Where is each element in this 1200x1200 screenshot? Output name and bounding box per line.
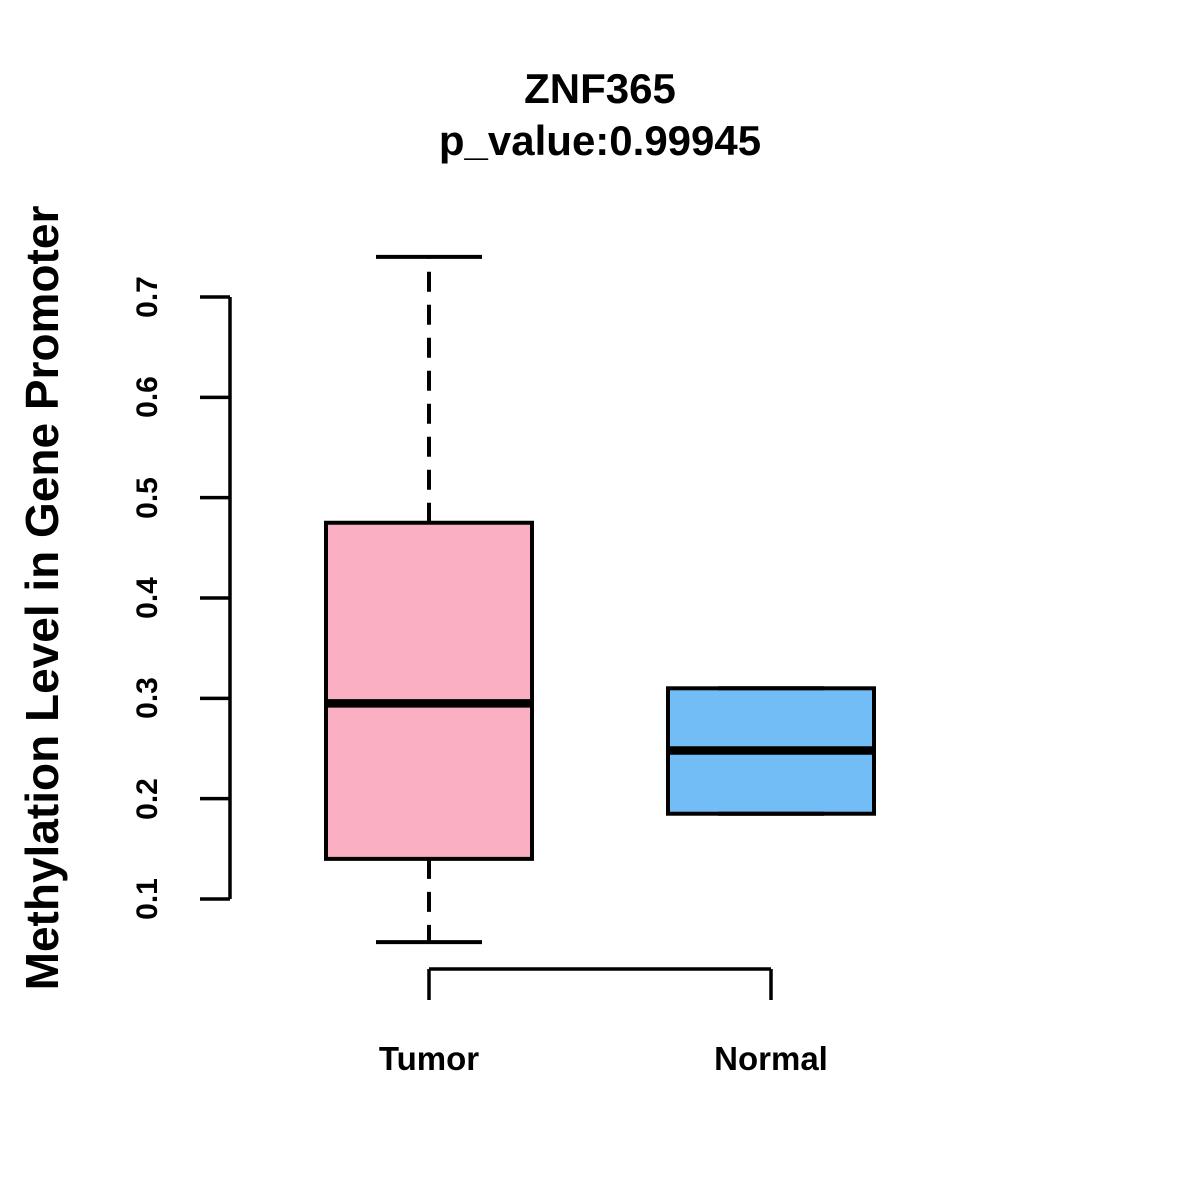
x-category-label-normal: Normal [714,1040,828,1077]
y-tick-label-0.5: 0.5 [131,476,164,519]
chart-subtitle: p_value:0.99945 [438,117,762,164]
y-tick-label-0.4: 0.4 [131,577,164,619]
box-tumor [324,520,534,861]
chart-title: ZNF365 [524,65,676,112]
y-tick-label-0.2: 0.2 [131,777,164,820]
y-tick-label-0.3: 0.3 [131,677,164,720]
y-tick-label-0.1: 0.1 [131,878,164,920]
x-category-label-tumor: Tumor [378,1040,480,1077]
y-tick-label-0.6: 0.6 [131,376,164,419]
y-tick-label-0.7: 0.7 [131,276,164,318]
